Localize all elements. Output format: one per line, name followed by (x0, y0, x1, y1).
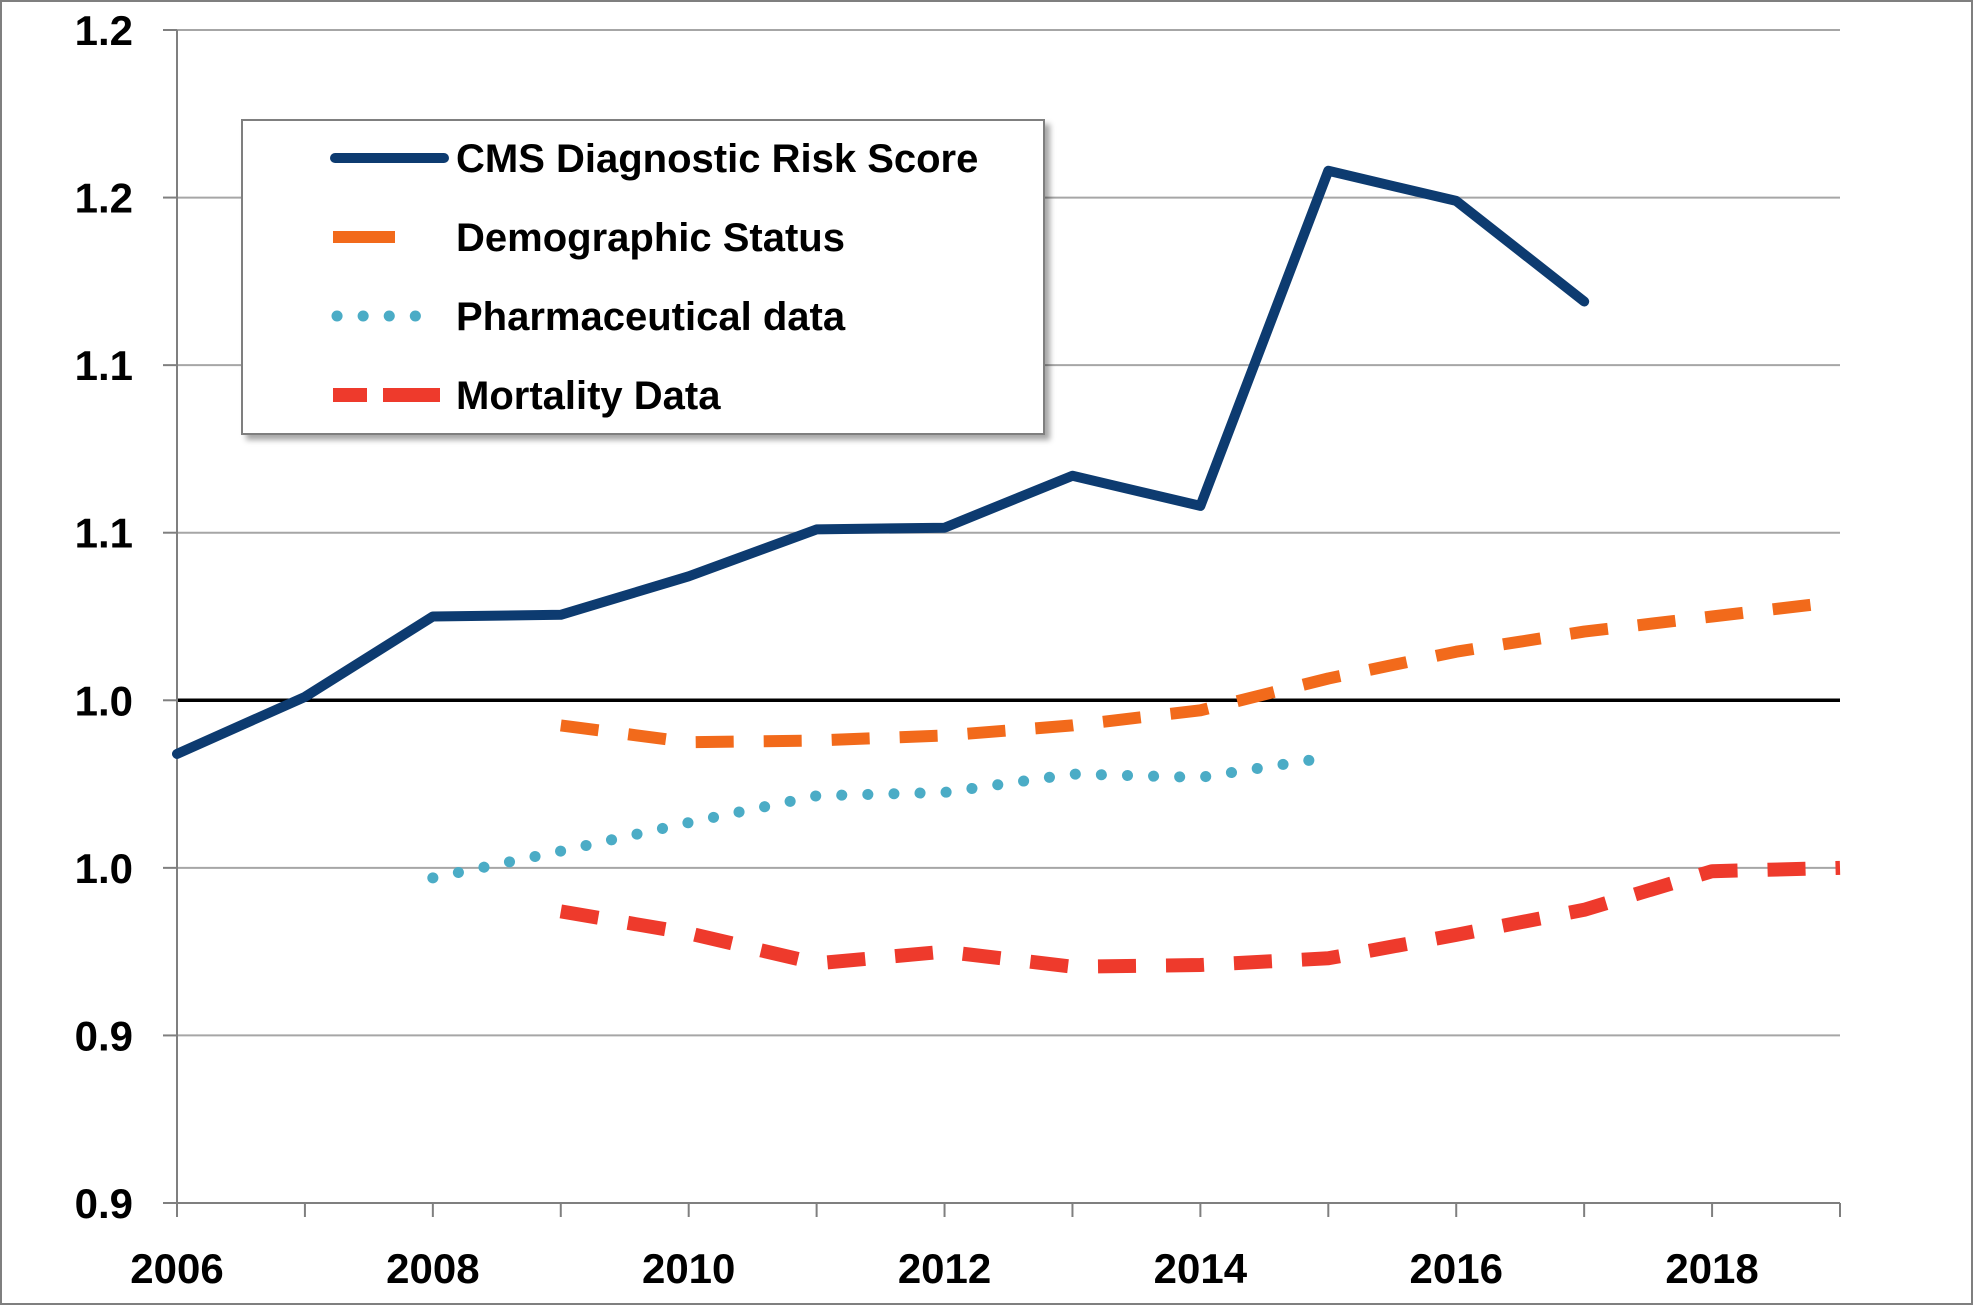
legend-label: Demographic Status (456, 216, 845, 260)
series-line (560, 595, 1841, 749)
series-line (427, 751, 1334, 884)
x-axis-tick-labels: 2006 2008 2010 2012 2014 2016 2018 (130, 1245, 1759, 1292)
x-tick-label: 2014 (1154, 1245, 1248, 1292)
legend-label: CMS Diagnostic Risk Score (456, 137, 978, 181)
x-tick-label: 2018 (1665, 1245, 1758, 1292)
x-tick-label: 2016 (1410, 1245, 1503, 1292)
series-line (559, 860, 1841, 974)
series-cms-diagnostic-risk-score (172, 165, 1590, 759)
series-line (172, 165, 1590, 759)
axes (163, 29, 1841, 1217)
y-tick-label: 1.0 (75, 677, 133, 724)
y-tick-label: 1.0 (75, 845, 133, 892)
legend-box (241, 119, 1045, 435)
y-tick-label: 1.1 (75, 342, 133, 389)
legend-label: Mortality Data (456, 374, 721, 418)
y-tick-label: 0.9 (75, 1180, 133, 1227)
series-mortality-data (559, 860, 1841, 974)
y-tick-label: 1.2 (75, 175, 133, 222)
data-series (172, 165, 1841, 974)
x-tick-label: 2012 (898, 1245, 991, 1292)
y-tick-label: 1.2 (75, 7, 133, 54)
y-tick-label: 1.1 (75, 510, 133, 557)
x-tick-label: 2010 (642, 1245, 735, 1292)
y-axis-tick-labels: 0.9 0.9 1.0 1.0 1.1 1.1 1.2 1.2 (75, 7, 133, 1227)
x-tick-label: 2006 (130, 1245, 223, 1292)
series-demographic-status (560, 595, 1841, 749)
x-tick-label: 2008 (386, 1245, 479, 1292)
legend: CMS Diagnostic Risk Score Demographic Sta… (241, 119, 1045, 435)
series-pharmaceutical-data (427, 751, 1334, 884)
legend-label: Pharmaceutical data (456, 295, 846, 339)
y-tick-label: 0.9 (75, 1012, 133, 1059)
